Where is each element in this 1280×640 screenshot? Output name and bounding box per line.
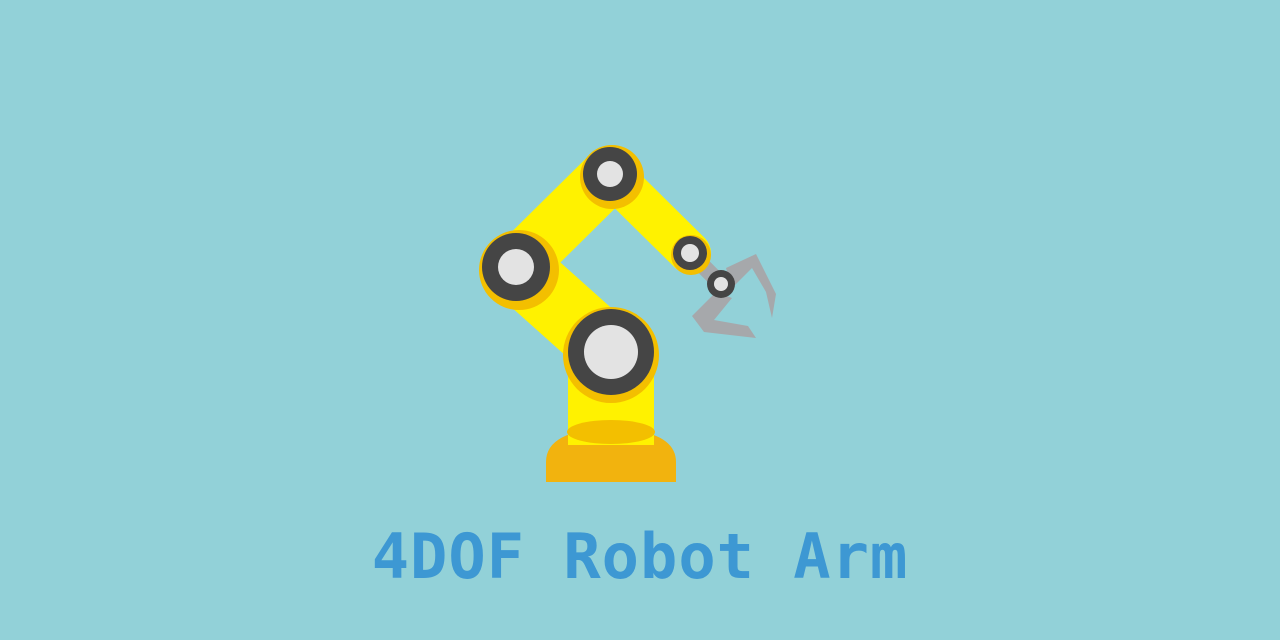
gripper-joint — [707, 270, 735, 298]
elbow-joint — [580, 145, 644, 209]
gripper-lower-jaw — [692, 292, 756, 338]
base-joint — [563, 307, 659, 403]
shoulder-joint — [479, 230, 559, 310]
wrist-joint — [671, 235, 711, 275]
arm-column-collar — [567, 420, 655, 444]
gripper-upper-jaw — [726, 254, 776, 318]
page-title: 4DOF Robot Arm — [371, 520, 909, 593]
